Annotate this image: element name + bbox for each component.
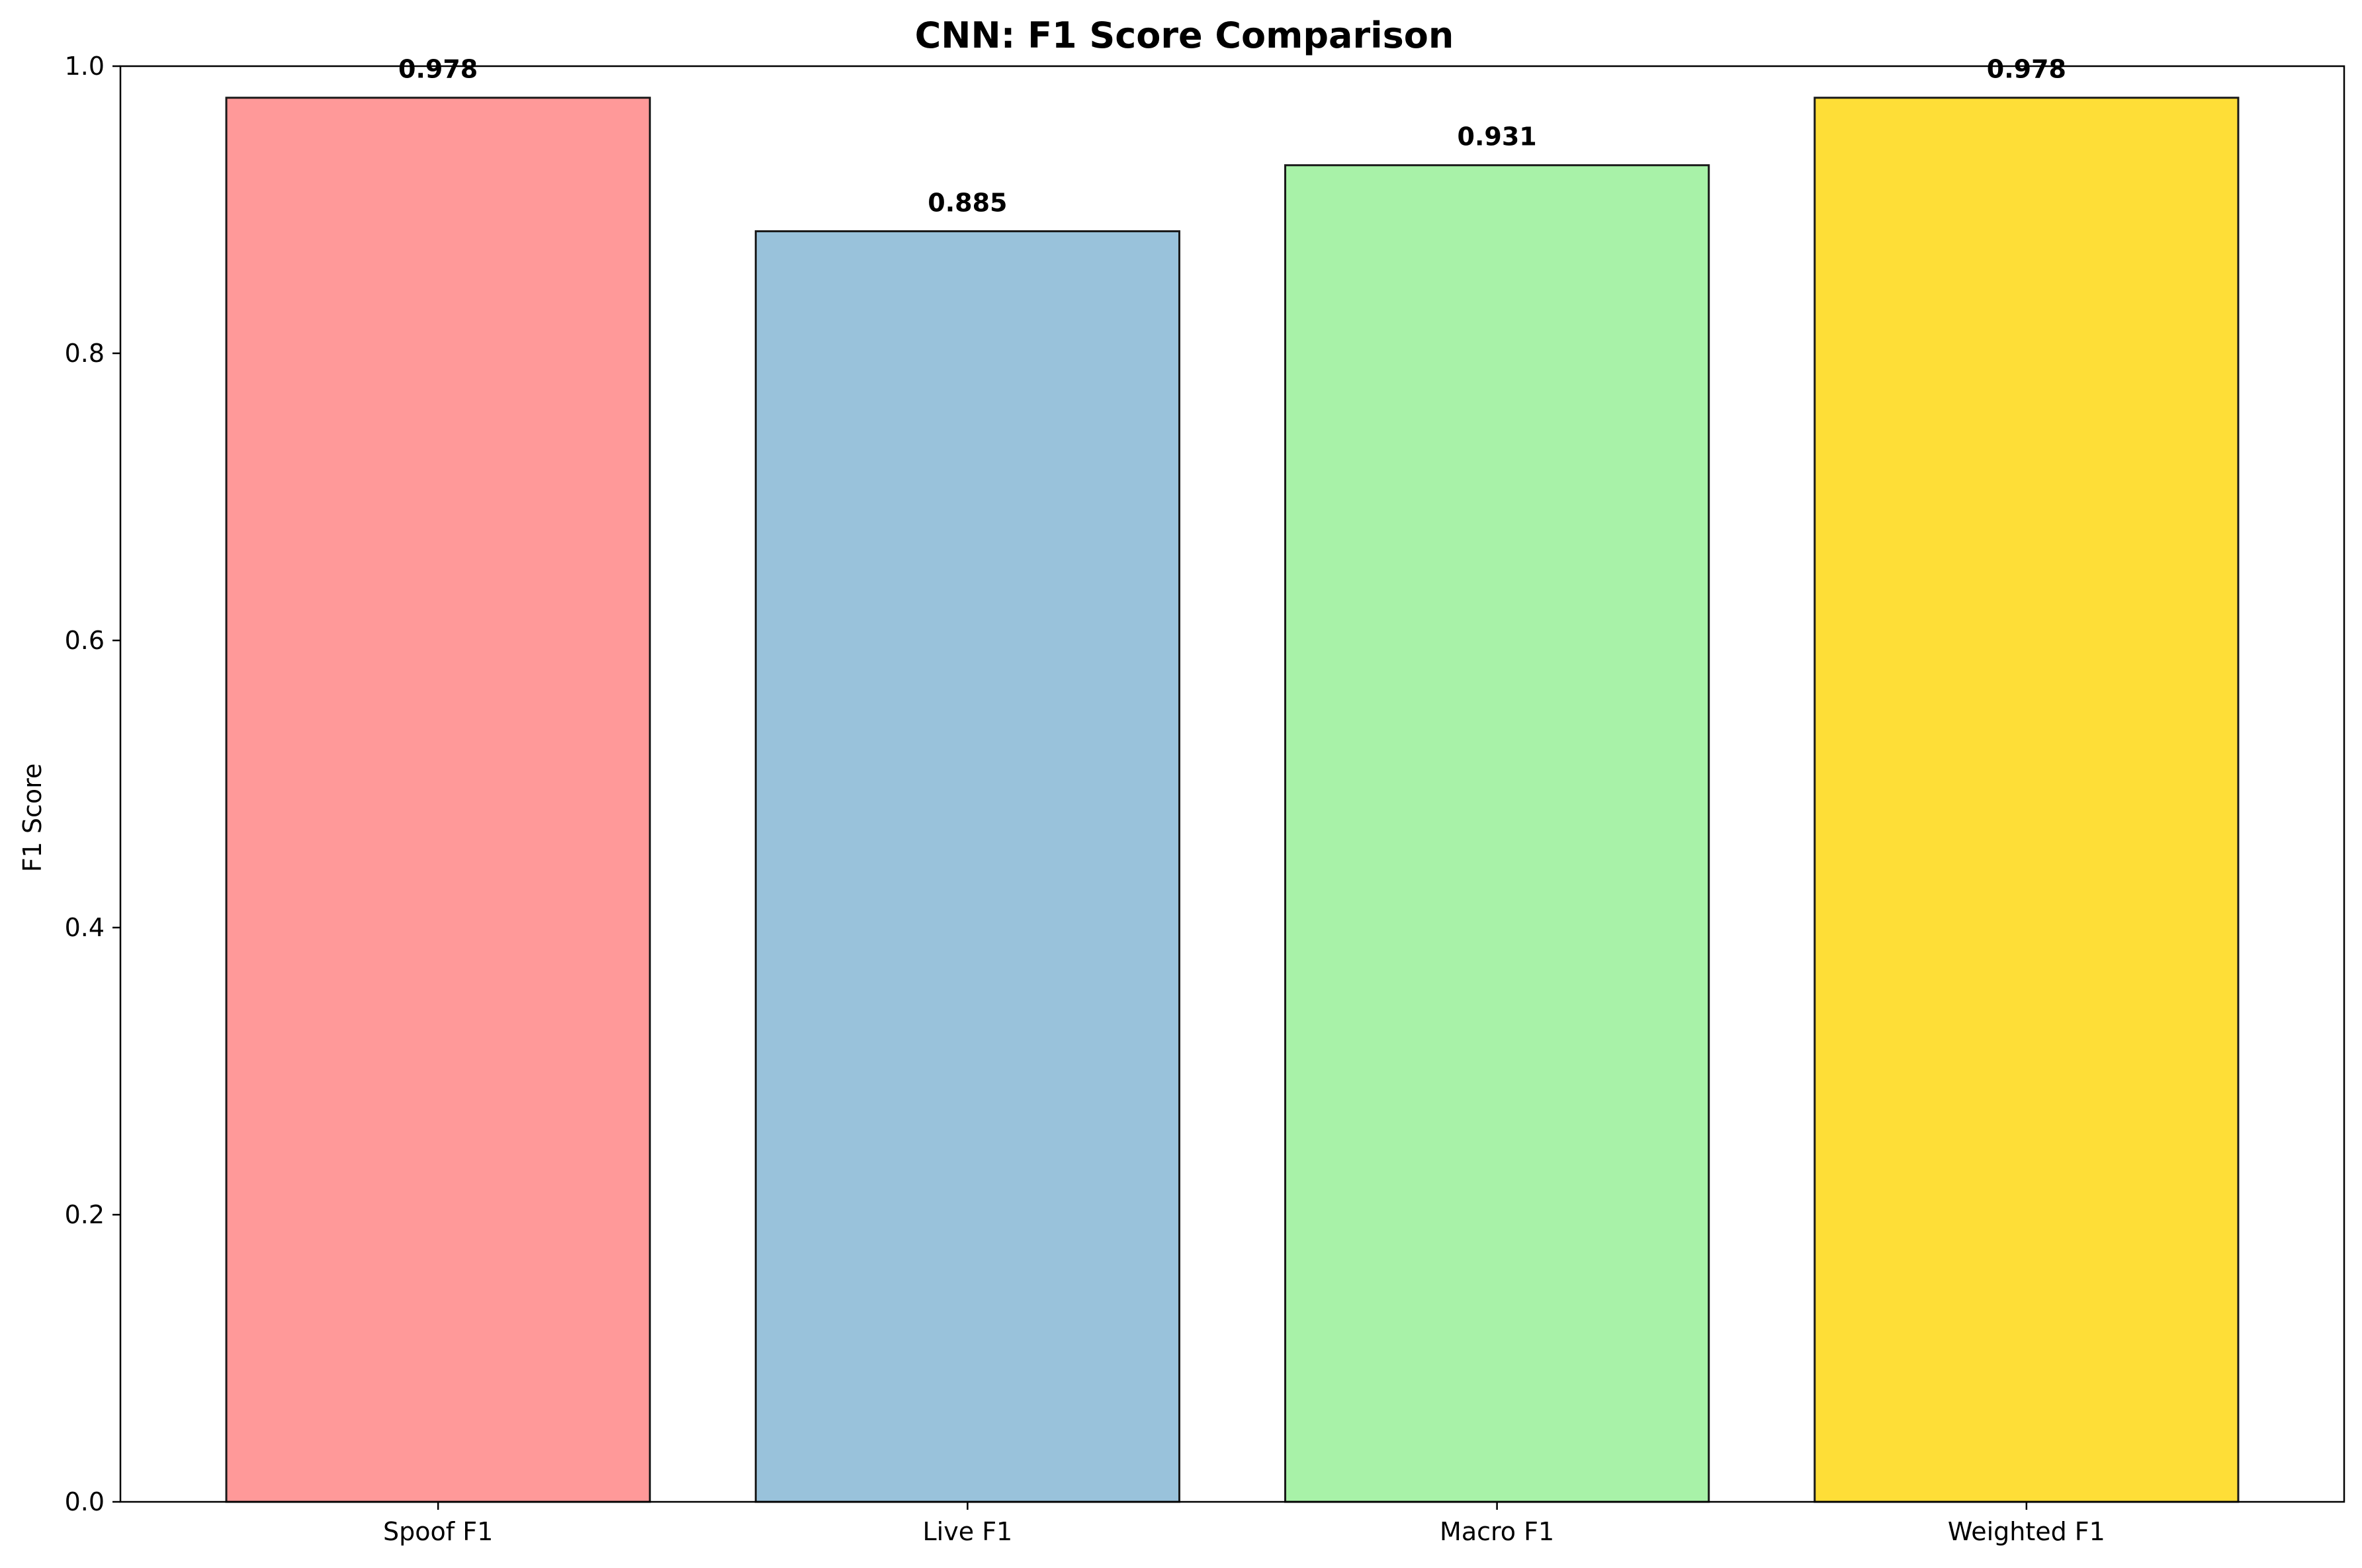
bar-macro-f1 <box>1284 164 1710 1503</box>
y-tick-label: 0.0 <box>65 1487 105 1516</box>
bar-weighted-f1 <box>1814 97 2240 1503</box>
bar-live-f1 <box>754 230 1180 1503</box>
plot-area-frame <box>119 65 2345 1503</box>
x-tick-label: Live F1 <box>923 1517 1013 1546</box>
y-tick-label: 1.0 <box>65 52 105 81</box>
y-tick-label: 0.6 <box>65 626 105 655</box>
value-label-weighted-f1: 0.978 <box>1987 55 2066 84</box>
y-tick-label: 0.8 <box>65 339 105 368</box>
y-tick-label: 0.2 <box>65 1200 105 1229</box>
y-tick-label: 0.4 <box>65 913 105 942</box>
value-label-live-f1: 0.885 <box>928 189 1007 218</box>
x-axis: Spoof F1 Live F1 Macro F1 Weighted F1 <box>383 1502 2105 1546</box>
value-label-macro-f1: 0.931 <box>1458 122 1537 152</box>
bars-layer <box>225 97 2240 1503</box>
y-axis: 0.0 0.2 0.4 0.6 0.8 1.0 <box>65 52 120 1516</box>
value-label-spoof-f1: 0.978 <box>398 55 478 84</box>
x-tick-label: Macro F1 <box>1440 1517 1554 1546</box>
y-axis-label: F1 Score <box>18 763 47 873</box>
value-labels-layer: 0.978 0.885 0.931 0.978 <box>398 55 2066 218</box>
x-tick-label: Weighted F1 <box>1948 1517 2105 1546</box>
bar-spoof-f1 <box>225 97 651 1503</box>
chart-title: CNN: F1 Score Comparison <box>915 15 1454 56</box>
x-tick-label: Spoof F1 <box>383 1517 493 1546</box>
